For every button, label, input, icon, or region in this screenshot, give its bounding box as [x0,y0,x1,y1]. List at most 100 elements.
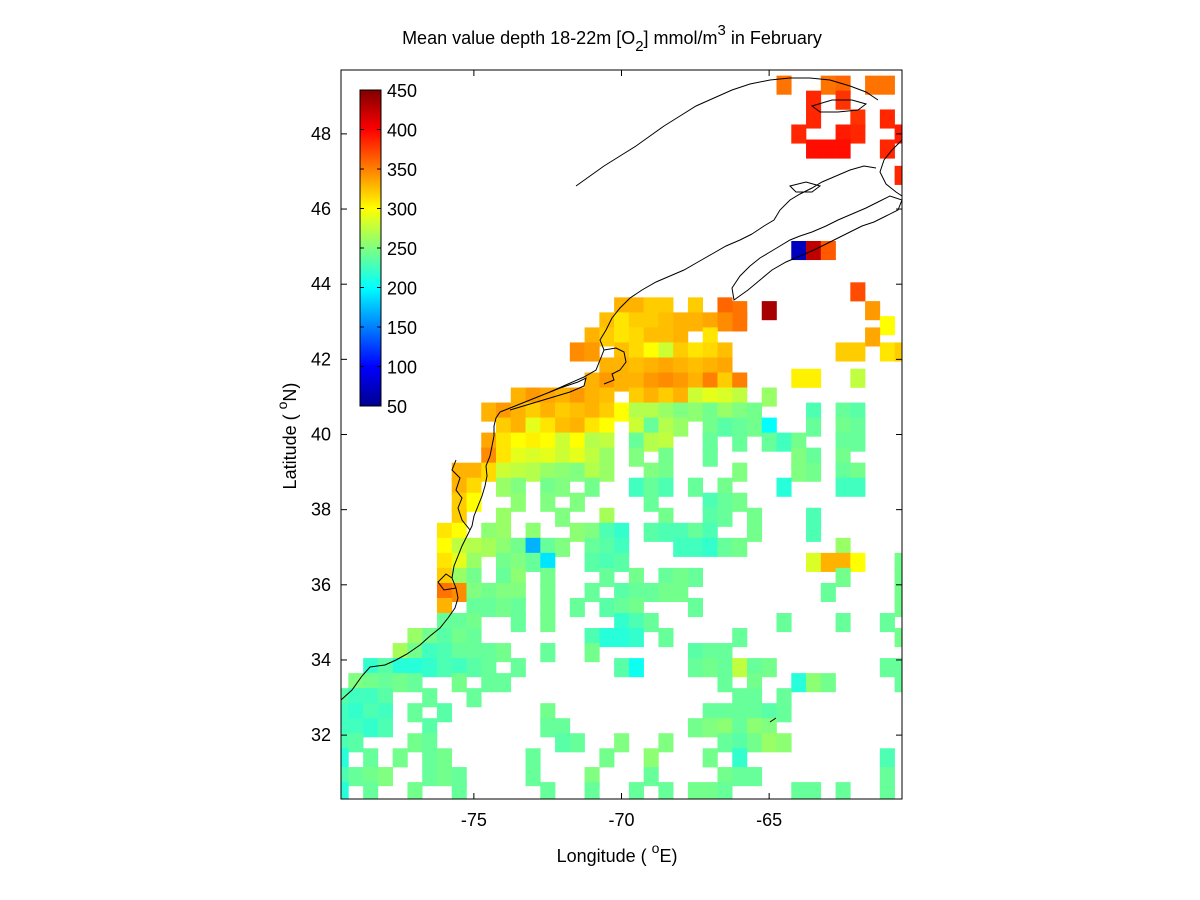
heatmap-cell [392,643,408,663]
heatmap-cell [835,567,851,587]
heatmap-cell [732,387,748,407]
heatmap-cell [717,767,733,787]
heatmap-cell [687,312,703,332]
heatmap-cell [496,567,512,587]
heatmap-cell [451,582,467,603]
heatmap-cell [451,522,467,542]
heatmap-cell [540,643,556,663]
heatmap-cell [658,582,674,603]
heatmap-cell [717,782,733,800]
heatmap-cell [481,537,497,557]
heatmap-cell [584,628,600,648]
heatmap-cell [806,447,822,467]
heatmap-cell [540,477,556,497]
heatmap-cell [732,748,748,768]
heatmap-cell [540,417,556,437]
heatmap-cell [348,718,364,738]
heatmap-cell [879,342,895,362]
heatmap-cell [702,782,718,800]
heatmap-cell [496,582,512,603]
heatmap-cell [732,492,748,512]
heatmap-cell [894,597,903,618]
heatmap-cell [614,733,630,753]
heatmap-cell [643,297,659,317]
heatmap-cell [717,357,733,377]
heatmap-cell [791,673,807,693]
heatmap-cell [628,567,644,587]
heatmap-cell [614,537,630,557]
heatmap-cell [555,733,571,753]
heatmap-cell [599,567,615,587]
heatmap-cell [717,402,733,422]
heatmap-cell [525,447,541,467]
heatmap-cell [599,628,615,648]
heatmap-cell [806,552,822,572]
heatmap-cell [466,612,482,633]
y-tick-label: 34 [311,650,331,670]
heatmap-cell [363,703,379,723]
heatmap-cell [658,507,674,527]
heatmap-cell [348,688,364,708]
heatmap-cell [865,327,881,347]
heatmap-cell [894,582,903,603]
heatmap-cell [466,628,482,648]
heatmap-cell [687,372,703,392]
heatmap-cell [407,658,423,678]
heatmap-cell [436,703,453,723]
heatmap-cell [673,312,689,332]
heatmap-cell [717,372,733,392]
heatmap-cell [717,673,733,693]
heatmap-cell [658,567,674,587]
heatmap-cell [687,297,703,317]
title-superscript: 3 [718,22,726,39]
y-tick-label: 40 [311,425,331,445]
heatmap-cell [894,552,903,572]
heatmap-cell [584,447,600,467]
heatmap-cell [540,387,556,407]
nova-scotia [731,195,903,301]
heatmap-cell [791,447,807,467]
heatmap-cell [510,402,526,422]
heatmap-cell [658,357,674,377]
heatmap-cell [850,402,866,422]
heatmap-cell [702,417,718,437]
heatmap-cell [746,718,763,738]
x-axis-label: Longitude ( oE) [557,840,678,866]
heatmap-cell [599,552,615,572]
heatmap-cell [717,417,733,437]
heatmap-cell [569,522,585,542]
heatmap-cell [510,597,526,618]
heatmap-cell [451,537,467,557]
heatmap-cell [702,703,718,723]
heatmap-cell [702,522,718,542]
heatmap-cell [687,402,703,422]
heatmap-cell [658,417,674,437]
bay-of-fundy-coast [751,165,877,235]
heatmap-cell [702,387,718,407]
heatmap-cell [451,477,467,497]
heatmap-cell [658,733,674,753]
heatmap-cell [348,703,364,723]
heatmap-cell [422,658,438,678]
colorbar-tick-label: 200 [387,279,417,299]
heatmap-cell [496,552,512,572]
heatmap-cell [643,372,659,392]
heatmap-cell [584,387,600,407]
x-axis-label-pre: Longitude ( [557,846,652,866]
heatmap-cell [377,718,393,738]
plot-area: -75 -70 -65 32 34 36 38 40 42 44 46 48 [311,69,903,830]
heatmap-cell [377,688,393,708]
heatmap-cell [407,643,423,663]
heatmap-cell [806,368,822,388]
heatmap-cell [673,417,689,437]
heatmap-cell [422,718,438,738]
heatmap-cell [569,733,585,753]
colorbar-tick-label: 50 [387,397,407,417]
heatmap-cell [525,432,541,452]
heatmap-cell [879,75,895,95]
heatmap-cell [761,658,777,678]
heatmap-cell [341,767,349,787]
heatmap-cell [643,477,659,497]
heatmap-cell [673,372,689,392]
heatmap-cell [879,748,895,768]
